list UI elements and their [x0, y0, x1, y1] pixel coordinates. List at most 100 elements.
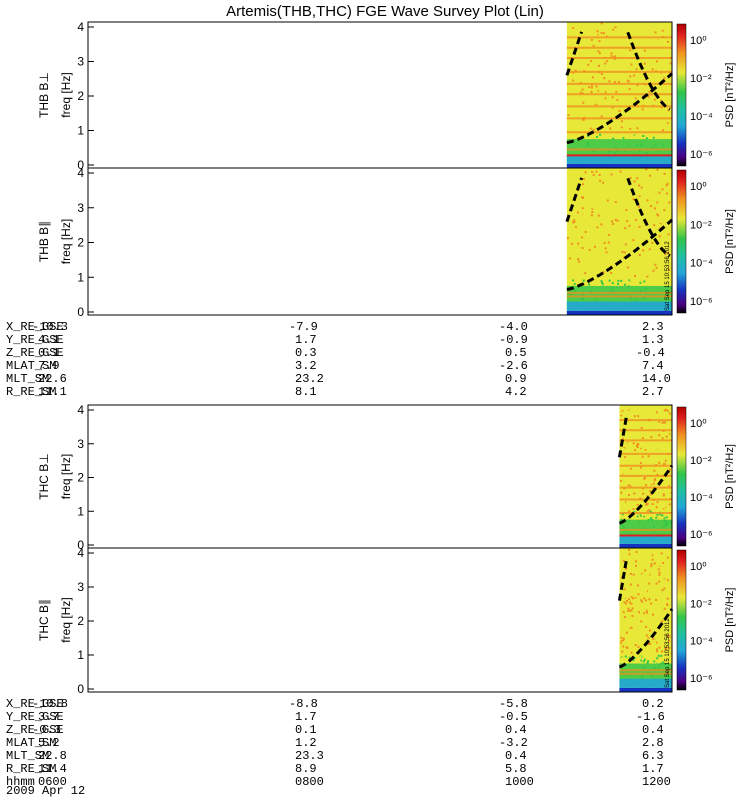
y-tick-label: 2	[77, 89, 84, 103]
colorbar: 10⁰ 10⁻² 10⁻⁴ 10⁻⁶ PSD [nT²/Hz]	[676, 169, 736, 314]
colorbar-tick-label: 10⁻²	[690, 598, 712, 610]
colorbar-tick-label: 10⁰	[690, 35, 707, 47]
y-tick-label: 2	[77, 614, 84, 628]
plot-frame	[87, 547, 673, 693]
gyrofrequency-curve	[566, 218, 674, 291]
panel-3: 0 1 2 3 4 THC B⊥ freq [Hz] 10⁰ 10⁻² 10⁻⁴ 10⁻⁶ PSD […	[37, 403, 736, 552]
ephem-value: 5.8	[505, 762, 527, 776]
ephem-value: -0.9	[499, 333, 528, 347]
panel-1: 0 1 2 3 4 THB B⊥ freq [Hz] 10⁰ 10⁻² 10⁻⁴ 10⁻⁶ PSD […	[37, 20, 736, 172]
ephem-value: 11.4	[38, 762, 67, 776]
ephem-value: 0800	[295, 775, 324, 789]
ephem-value: 4.1	[38, 333, 60, 347]
ephem-value: 1200	[642, 775, 671, 789]
ephem-value: 1.3	[642, 333, 664, 347]
timestamp-label: Sat Sep 15 10:53:56 2012	[665, 618, 671, 688]
ephem-row-name: Z_RE_GSE	[6, 346, 64, 360]
ephem-value: -0.3	[32, 723, 61, 737]
ephem-value: 2.8	[642, 736, 664, 750]
ephem-value: 6.3	[642, 749, 664, 763]
ephem-value: -0.4	[636, 346, 665, 360]
colorbar-tick-label: 10⁻⁶	[690, 149, 713, 161]
spectrogram-image	[619, 548, 672, 692]
spectrogram-image	[619, 405, 672, 548]
harmonic-curve-right	[626, 31, 671, 111]
ephem-value: 0.4	[505, 749, 527, 763]
ephem-row-name: MLAT_SM	[6, 359, 56, 373]
colorbar-tick-label: 10⁻²	[690, 73, 712, 85]
ephem-value: -10.3	[32, 320, 68, 334]
ephem-row-name: hhmm	[6, 775, 35, 789]
y-tick-label: 3	[77, 437, 84, 451]
ephem-value: 3.7	[38, 710, 60, 724]
ephem-row-name: Y_RE_GSE	[6, 333, 64, 347]
ephem-value: -0.5	[499, 710, 528, 724]
y-tick-label: 4	[77, 546, 84, 560]
ephem-row-name: R_RE_SM	[6, 385, 56, 399]
gyrofrequency-curve	[566, 72, 673, 145]
ephem-value: 1.2	[295, 736, 317, 750]
panel-label: THB B⊥	[37, 72, 51, 118]
panel-2: 0 1 2 3 4 THB B∥ freq [Hz] Sat Sep 15 10:53:56 …	[37, 166, 736, 319]
y-tick-label: 4	[77, 403, 84, 417]
colorbar-label: PSD [nT²/Hz]	[724, 588, 736, 653]
ephem-row-name: MLT_SM	[6, 372, 49, 386]
y-tick-label: 3	[77, 55, 84, 69]
ephem-value: 2.7	[642, 385, 664, 399]
y-tick-label: 1	[77, 270, 84, 284]
panel-4: 0 1 2 3 4 THC B∥ freq [Hz] Sat Sep 15 10:53:56 …	[37, 546, 736, 696]
panel-label: THC B⊥	[37, 453, 51, 499]
ephem-value: 0.4	[642, 723, 664, 737]
ephem-row-name: X_RE_GSE	[6, 320, 64, 334]
ephem-value: 23.2	[295, 372, 324, 386]
harmonic-curve-left	[617, 557, 629, 601]
ephem-value: 1000	[505, 775, 534, 789]
colorbar-label: PSD [nT²/Hz]	[724, 63, 736, 128]
ephem-value: 8.9	[295, 762, 317, 776]
y-tick-label: 2	[77, 471, 84, 485]
colorbar-tick-label: 10⁻⁴	[690, 492, 713, 504]
colorbar: 10⁰ 10⁻² 10⁻⁴ 10⁻⁶ PSD [nT²/Hz]	[676, 406, 736, 547]
ephem-value: 22.8	[38, 749, 67, 763]
ephem-value: -7.9	[289, 320, 318, 334]
spectrogram-image	[566, 168, 672, 315]
ephem-value: -4.0	[499, 320, 528, 334]
ephem-value: 3.2	[295, 359, 317, 373]
harmonic-curve-left	[565, 31, 584, 76]
y-tick-label: 0	[77, 538, 84, 552]
ephem-row-name: MLAT_SM	[6, 736, 56, 750]
colorbar-tick-label: 10⁰	[690, 561, 707, 573]
colorbar-tick-label: 10⁻⁴	[690, 111, 713, 123]
colorbar-tick-label: 10⁻⁶	[690, 529, 713, 541]
ephem-value: 0.9	[505, 372, 527, 386]
gyrofrequency-curve	[619, 608, 674, 669]
ephem-value: 4.2	[505, 385, 527, 399]
y-tick-label: 1	[77, 504, 84, 518]
figure-title: Artemis(THB,THC) FGE Wave Survey Plot (L…	[226, 3, 544, 20]
ephem-value: 1.7	[295, 333, 317, 347]
ephem-value: -2.6	[499, 359, 528, 373]
colorbar-label: PSD [nT²/Hz]	[724, 209, 736, 274]
y-tick-label: 0	[77, 682, 84, 696]
harmonic-curve-left	[565, 177, 584, 223]
colorbar-tick-label: 10⁻⁶	[690, 296, 713, 308]
ephem-value: 0.2	[642, 697, 664, 711]
ephem-value: -10.8	[32, 697, 68, 711]
ephem-value: 2.3	[642, 320, 664, 334]
y-tick-label: 1	[77, 124, 84, 138]
ephem-value: 7.4	[642, 359, 664, 373]
ephem-row-name: R_RE_SM	[6, 762, 56, 776]
ephem-value: 8.1	[295, 385, 317, 399]
colorbar-tick-label: 10⁻²	[690, 219, 712, 231]
gyrofrequency-curve	[619, 464, 674, 525]
y-tick-label: 0	[77, 158, 84, 172]
ephem-row-name: Z_RE_GSE	[6, 723, 64, 737]
colorbar-tick-label: 10⁰	[690, 181, 707, 193]
y-axis-label: freq [Hz]	[59, 72, 73, 117]
ephem-value: 1.7	[642, 762, 664, 776]
ephem-value: 0600	[38, 775, 67, 789]
colorbar-tick-label: 10⁻⁶	[690, 673, 713, 685]
colorbar: 10⁰ 10⁻² 10⁻⁴ 10⁻⁶ PSD [nT²/Hz]	[676, 549, 736, 691]
